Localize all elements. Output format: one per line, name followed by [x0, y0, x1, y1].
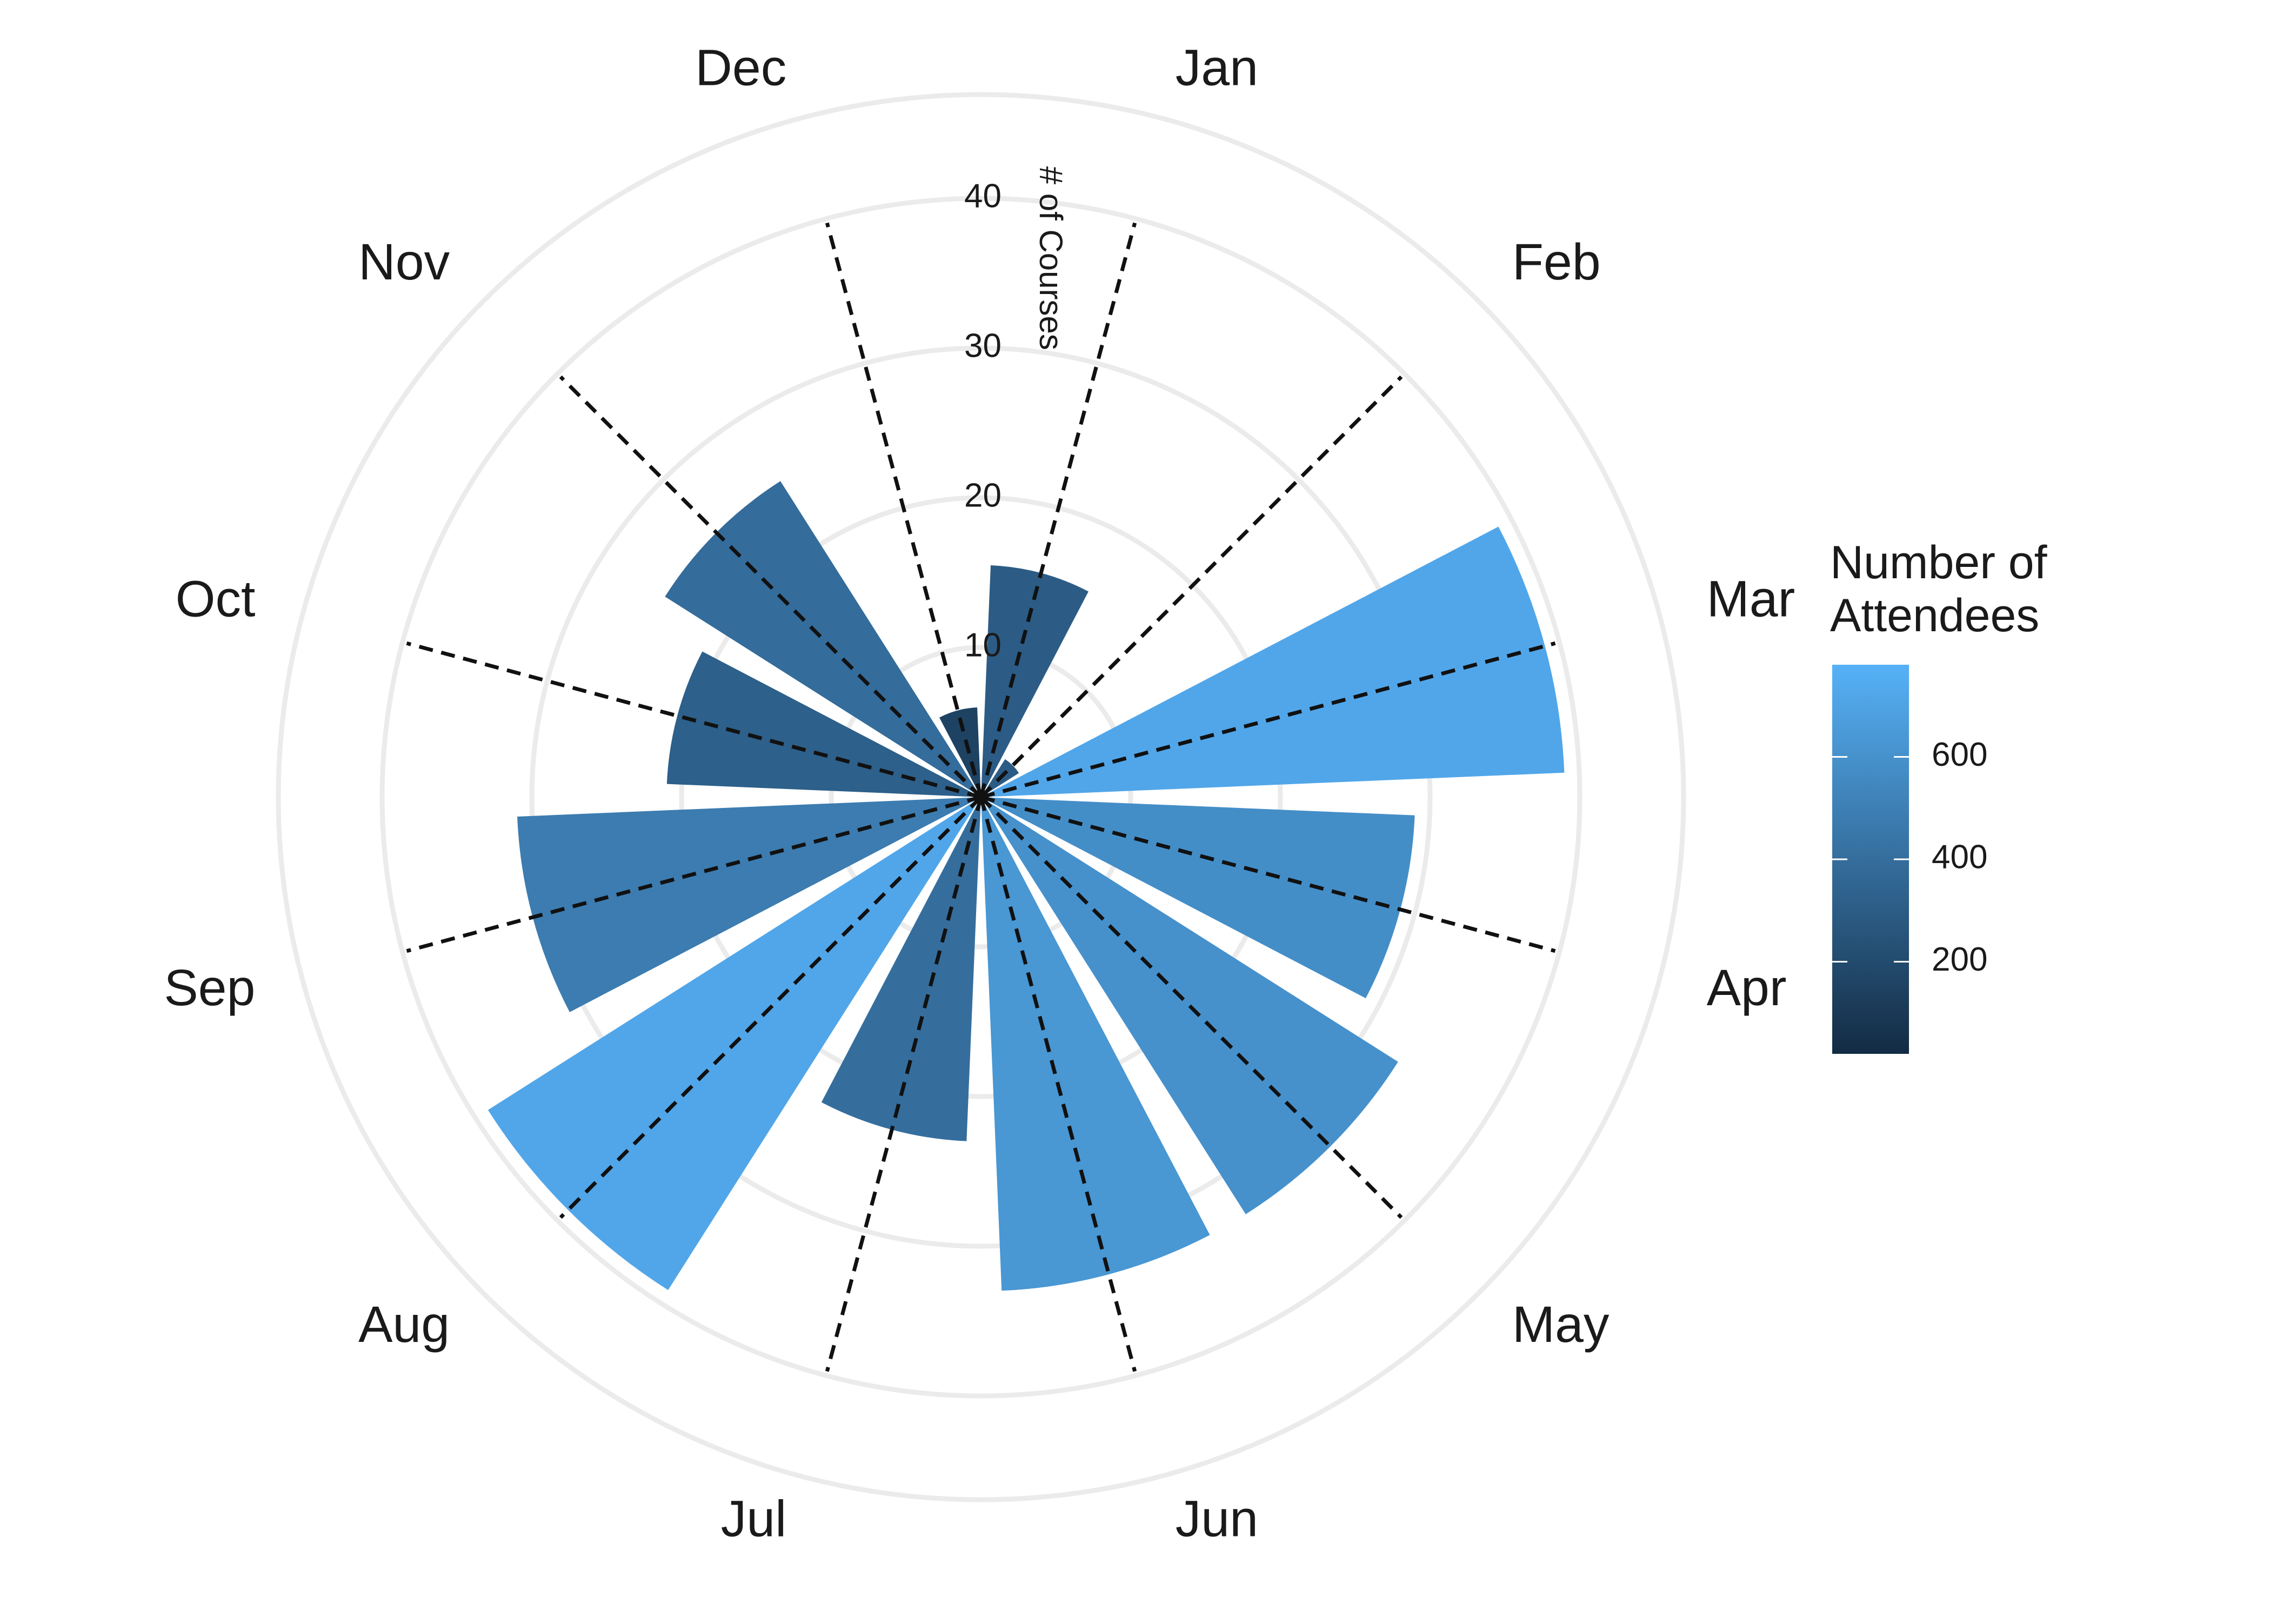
radial-tick-10: 10 — [964, 626, 1002, 664]
radial-tick-30: 30 — [964, 327, 1002, 364]
bar-mar — [981, 526, 1565, 797]
bar-jul — [821, 797, 981, 1141]
month-label-aug: Aug — [358, 1296, 450, 1353]
bar-dec — [939, 707, 981, 797]
month-label-dec: Dec — [695, 39, 786, 96]
legend-tick-label-600: 600 — [1932, 736, 1987, 773]
grid-ring-outer — [276, 92, 1686, 1502]
legend-title: Number of Attendees — [1830, 537, 2048, 641]
grid-ring-30 — [529, 345, 1433, 1249]
color-legend: Number of Attendees 200 400 600 — [1830, 537, 2048, 1054]
month-label-jan: Jan — [1176, 39, 1258, 96]
month-label-jul: Jul — [721, 1491, 786, 1548]
spoke-jul — [825, 797, 983, 1372]
radial-axis: 10 20 30 40 # of Courses — [964, 166, 1069, 664]
legend-tick-label-400: 400 — [1932, 838, 1987, 876]
radial-axis-title: # of Courses — [1033, 166, 1069, 350]
bar-jan — [981, 565, 1089, 797]
bar-oct — [666, 651, 981, 797]
month-label-mar: Mar — [1707, 570, 1795, 627]
bar-sep — [517, 797, 981, 1012]
spoke-nov — [559, 375, 983, 799]
grid-ring-20 — [679, 495, 1283, 1099]
radial-tick-40: 40 — [964, 177, 1002, 215]
spoke-aug — [559, 796, 983, 1219]
legend-tick-label-200: 200 — [1932, 941, 1987, 978]
month-labels: Jan Feb Mar Apr May Jun Jul Aug Sep Oct Nov Dec — [164, 39, 1795, 1547]
month-label-may: May — [1512, 1296, 1610, 1353]
spoke-apr — [980, 795, 1556, 953]
spoke-sep — [406, 795, 982, 953]
spoke-oct — [406, 641, 982, 799]
spoke-dec — [825, 222, 983, 798]
month-label-feb: Feb — [1512, 233, 1601, 291]
spoke-feb — [979, 375, 1403, 799]
month-label-jun: Jun — [1176, 1491, 1258, 1548]
spoke-jun — [979, 797, 1137, 1372]
bar-nov — [665, 481, 981, 797]
month-spokes — [406, 222, 1556, 1372]
spoke-mar — [980, 641, 1556, 799]
month-label-apr: Apr — [1707, 959, 1787, 1017]
spoke-may — [979, 796, 1403, 1219]
bar-apr — [981, 797, 1415, 999]
month-label-oct: Oct — [176, 570, 256, 627]
month-label-nov: Nov — [358, 233, 450, 291]
spoke-jan — [979, 222, 1137, 798]
bar-jun — [981, 797, 1210, 1291]
radial-tick-20: 20 — [964, 477, 1002, 514]
radial-grid — [276, 92, 1686, 1502]
month-label-sep: Sep — [164, 959, 255, 1017]
grid-ring-10 — [829, 645, 1133, 950]
grid-ring-40 — [379, 196, 1583, 1399]
